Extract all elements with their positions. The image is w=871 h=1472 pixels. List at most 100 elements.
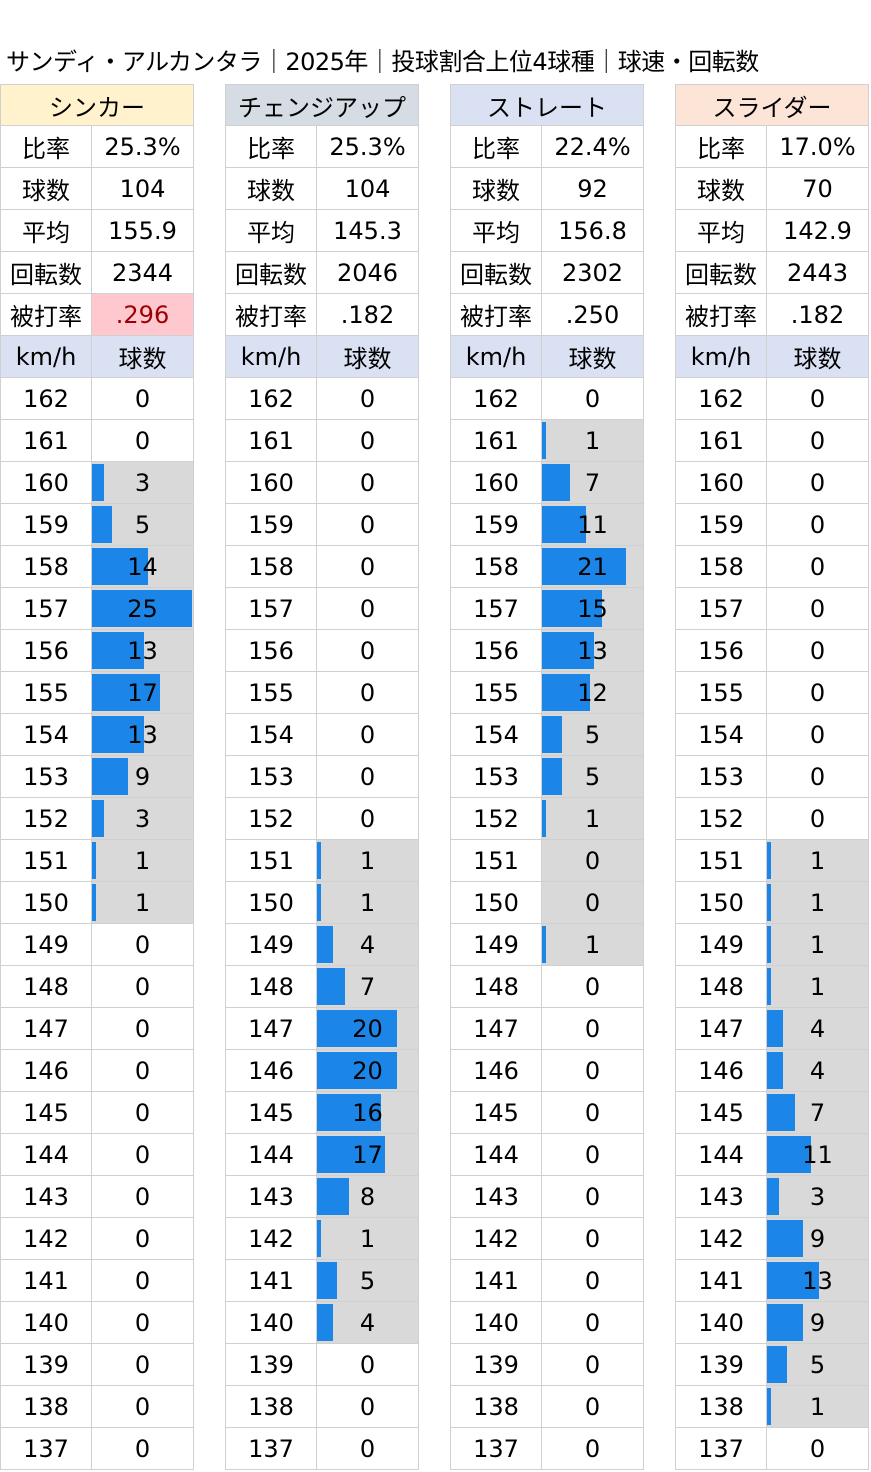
count-value: 0 <box>134 1266 151 1295</box>
count-bar-cell: 0 <box>542 1008 644 1050</box>
speed-label: 146 <box>0 1050 92 1092</box>
speed-label: 147 <box>225 1008 317 1050</box>
count-value: 4 <box>359 930 376 959</box>
count-bar-cell: 1 <box>767 924 869 966</box>
count-value: 12 <box>577 678 608 707</box>
count-value: 0 <box>134 1224 151 1253</box>
speed-label: 161 <box>675 420 767 462</box>
count-value: 0 <box>584 1098 601 1127</box>
ratio-value: 25.3% <box>317 126 419 168</box>
count-value: 13 <box>127 636 158 665</box>
count-bar-cell: 7 <box>317 966 419 1008</box>
bar-band <box>317 882 418 923</box>
ratio-value: 25.3% <box>92 126 194 168</box>
count-value: 0 <box>809 636 826 665</box>
count-bar-cell: 0 <box>542 1050 644 1092</box>
bar-band <box>767 1176 868 1217</box>
count-bar-cell: 1 <box>92 882 194 924</box>
count-bar-cell: 3 <box>92 462 194 504</box>
count-value: 70 <box>767 168 869 210</box>
speed-column-header: km/h <box>450 336 542 378</box>
count-bar-cell: 0 <box>542 840 644 882</box>
count-value: 4 <box>809 1014 826 1043</box>
count-bar <box>92 758 128 795</box>
count-bar-cell: 11 <box>542 504 644 546</box>
count-bar-cell: 0 <box>542 1302 644 1344</box>
count-value: 0 <box>134 1014 151 1043</box>
speed-label: 147 <box>675 1008 767 1050</box>
batting-average-value: .182 <box>317 294 419 336</box>
speed-label: 138 <box>225 1386 317 1428</box>
count-bar <box>317 1136 385 1173</box>
speed-label: 151 <box>0 840 92 882</box>
count-bar-cell: 0 <box>542 1218 644 1260</box>
count-bar-cell: 0 <box>92 1134 194 1176</box>
count-bar <box>542 422 546 459</box>
count-bar-cell: 0 <box>542 1428 644 1470</box>
count-bar-cell: 0 <box>767 714 869 756</box>
bar-band <box>92 840 193 881</box>
avg-speed-value: 142.9 <box>767 210 869 252</box>
bar-band <box>767 924 868 965</box>
count-value: 0 <box>584 846 601 875</box>
count-bar-cell: 0 <box>767 462 869 504</box>
speed-label: 146 <box>225 1050 317 1092</box>
count-value: 1 <box>809 930 826 959</box>
count-bar-cell: 5 <box>767 1344 869 1386</box>
count-value: 0 <box>809 384 826 413</box>
speed-label: 140 <box>0 1302 92 1344</box>
batting-average-label: 被打率 <box>0 294 92 336</box>
speed-label: 147 <box>0 1008 92 1050</box>
speed-label: 141 <box>450 1260 542 1302</box>
avg-speed-label: 平均 <box>225 210 317 252</box>
count-value: 1 <box>809 888 826 917</box>
count-bar-cell: 1 <box>767 840 869 882</box>
bar-band <box>767 1008 868 1049</box>
count-bar-cell: 1 <box>317 840 419 882</box>
count-bar <box>92 506 112 543</box>
count-value: 0 <box>584 1350 601 1379</box>
count-value: 0 <box>809 468 826 497</box>
count-bar-cell: 0 <box>542 1344 644 1386</box>
count-bar <box>767 1052 783 1089</box>
page-title: サンディ・アルカンタラ｜2025年｜投球割合上位4球種｜球速・回転数 <box>6 48 759 76</box>
count-bar-cell: 4 <box>317 1302 419 1344</box>
count-bar <box>542 632 594 669</box>
count-bar-cell: 0 <box>92 1260 194 1302</box>
count-value: 15 <box>577 594 608 623</box>
count-bar-cell: 13 <box>767 1260 869 1302</box>
count-bar <box>767 926 771 963</box>
avg-speed-label: 平均 <box>450 210 542 252</box>
count-bar-cell: 7 <box>542 462 644 504</box>
count-bar <box>317 1178 349 1215</box>
count-value: 0 <box>584 972 601 1001</box>
bar-band <box>767 1050 868 1091</box>
speed-label: 146 <box>675 1050 767 1092</box>
count-value: 7 <box>584 468 601 497</box>
count-value: 0 <box>809 720 826 749</box>
count-bar-cell: 0 <box>317 798 419 840</box>
count-value: 1 <box>584 804 601 833</box>
speed-label: 159 <box>675 504 767 546</box>
count-bar <box>92 632 144 669</box>
count-value: 1 <box>809 972 826 1001</box>
count-bar <box>542 590 602 627</box>
count-bar <box>317 1052 397 1089</box>
avg-speed-value: 145.3 <box>317 210 419 252</box>
count-bar <box>317 884 321 921</box>
speed-label: 156 <box>675 630 767 672</box>
speed-label: 143 <box>450 1176 542 1218</box>
count-bar <box>542 548 626 585</box>
speed-label: 160 <box>450 462 542 504</box>
spin-rate-value: 2344 <box>92 252 194 294</box>
speed-label: 155 <box>0 672 92 714</box>
avg-speed-value: 155.9 <box>92 210 194 252</box>
count-bar-cell: 0 <box>92 1176 194 1218</box>
count-value: 0 <box>584 1392 601 1421</box>
count-bar-cell: 9 <box>767 1302 869 1344</box>
speed-label: 150 <box>450 882 542 924</box>
count-value: 0 <box>584 1182 601 1211</box>
speed-label: 143 <box>0 1176 92 1218</box>
pitch-name-header: スライダー <box>675 84 869 126</box>
spin-rate-value: 2443 <box>767 252 869 294</box>
